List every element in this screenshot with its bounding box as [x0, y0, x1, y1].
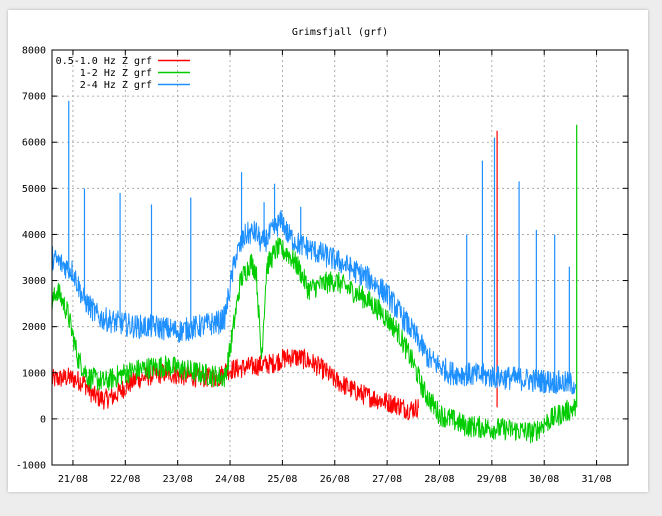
- x-tick-label: 31/08: [582, 474, 612, 485]
- x-tick-label: 30/08: [529, 474, 559, 485]
- series-layer: [51, 100, 578, 444]
- chart-grid: [52, 50, 628, 465]
- series-line: [51, 237, 577, 444]
- legend-label: 1-2 Hz Z grf: [80, 68, 152, 79]
- y-tick-label: 1000: [22, 368, 46, 379]
- y-tick-label: 3000: [22, 276, 46, 287]
- y-tick-label: -1000: [16, 461, 46, 472]
- y-tick-label: 7000: [22, 92, 46, 103]
- y-tick-label: 8000: [22, 46, 46, 57]
- series-line: [51, 209, 577, 395]
- x-tick-label: 22/08: [110, 474, 140, 485]
- chart-title: Grimsfjall (grf): [292, 27, 388, 38]
- x-tick-label: 28/08: [424, 474, 454, 485]
- legend-label: 2-4 Hz Z grf: [80, 80, 152, 91]
- y-tick-label: 6000: [22, 138, 46, 149]
- legend-label: 0.5-1.0 Hz Z grf: [56, 56, 152, 67]
- axes: -1000 0 1000 2000 3000 4000 5000 6000 7000 8000 21…: [16, 46, 628, 485]
- x-tick-label: 26/08: [320, 474, 350, 485]
- y-tick-label: 0: [40, 414, 46, 425]
- x-tick-label: 27/08: [372, 474, 402, 485]
- y-tick-label: 2000: [22, 322, 46, 333]
- x-tick-label: 23/08: [163, 474, 193, 485]
- x-tick-label: 24/08: [215, 474, 245, 485]
- y-tick-label: 4000: [22, 230, 46, 241]
- y-tick-label: 5000: [22, 184, 46, 195]
- series-line: [51, 348, 419, 421]
- x-tick-label: 25/08: [267, 474, 297, 485]
- x-tick-label: 29/08: [477, 474, 507, 485]
- plot-border: [51, 49, 629, 466]
- x-tick-label: 21/08: [58, 474, 88, 485]
